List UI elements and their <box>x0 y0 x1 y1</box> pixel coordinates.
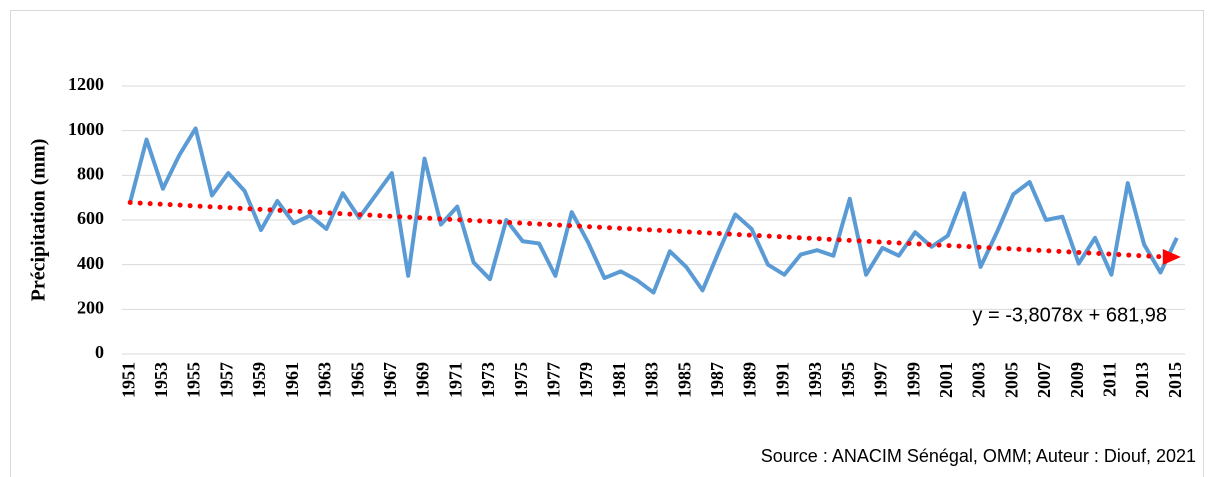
x-tick-label: 2005 <box>1001 362 1021 398</box>
x-tick-label: 1959 <box>249 362 269 398</box>
x-tick-label: 1977 <box>544 362 564 398</box>
trendline <box>127 200 1168 260</box>
x-tick-label: 1963 <box>315 362 335 398</box>
x-tick-label: 2003 <box>969 362 989 398</box>
x-tick-label: 1995 <box>838 362 858 398</box>
x-tick-label: 2001 <box>936 362 956 398</box>
x-tick-label: 1969 <box>413 362 433 398</box>
x-tick-label: 2007 <box>1034 362 1054 398</box>
source: Source : ANACIM Sénégal, OMM; Auteur : D… <box>761 446 1196 466</box>
chart-frame <box>10 10 1204 477</box>
x-tick-label: 1993 <box>805 362 825 398</box>
x-tick-label: 1953 <box>151 362 171 398</box>
x-tick-label: 1967 <box>380 362 400 398</box>
y-tick-label: 800 <box>77 163 104 183</box>
data-line <box>128 126 1179 295</box>
y-tick-label: 1000 <box>68 119 104 139</box>
x-tick-label: 2015 <box>1165 362 1185 398</box>
x-tick-label: 1983 <box>642 362 662 398</box>
x-tick-label: 1957 <box>216 362 236 398</box>
x-tick-label: 2013 <box>1132 362 1152 398</box>
y-axis-label: Précipitation (mm) <box>28 139 50 302</box>
x-tick-label: 1973 <box>478 362 498 398</box>
x-tick-label: 1979 <box>576 362 596 398</box>
x-tick-label: 2011 <box>1100 362 1120 397</box>
x-tick-label: 1951 <box>118 362 138 398</box>
x-tick-label: 1955 <box>184 362 204 398</box>
y-tick-label: 1200 <box>68 74 104 94</box>
x-tick-label: 1989 <box>740 362 760 398</box>
y-tick-label: 200 <box>77 297 104 317</box>
x-tick-label: 1991 <box>772 362 792 398</box>
x-tick-label: 1985 <box>674 362 694 398</box>
x-tick-label: 1971 <box>445 362 465 398</box>
x-tick-label: 1961 <box>282 362 302 398</box>
x-tick-label: 2009 <box>1067 362 1087 398</box>
y-tick-label: 400 <box>77 253 104 273</box>
x-tick-label: 1975 <box>511 362 531 398</box>
trendline-equation: y = -3,8078x + 681,98 <box>972 304 1167 326</box>
x-tick-label: 1997 <box>871 362 891 398</box>
x-tick-label: 1965 <box>347 362 367 398</box>
y-tick-label: 0 <box>95 342 104 362</box>
trendline-arrow <box>1162 248 1181 265</box>
x-tick-label: 1987 <box>707 362 727 398</box>
x-tick-label: 1999 <box>903 362 923 398</box>
x-tick-label: 1981 <box>609 362 629 398</box>
y-tick-label: 600 <box>77 208 104 228</box>
